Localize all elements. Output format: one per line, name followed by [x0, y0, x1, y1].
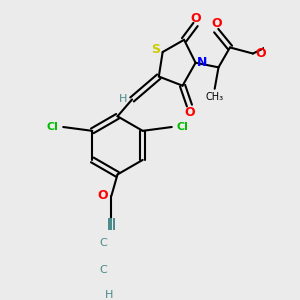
- Text: O: O: [211, 17, 221, 30]
- Text: H: H: [105, 290, 113, 300]
- Text: Cl: Cl: [176, 122, 188, 132]
- Text: H: H: [119, 94, 127, 104]
- Text: O: O: [190, 12, 201, 25]
- Text: CH₃: CH₃: [206, 92, 224, 102]
- Text: O: O: [255, 47, 266, 60]
- Text: C: C: [100, 238, 108, 248]
- Text: O: O: [98, 189, 108, 203]
- Text: N: N: [197, 56, 208, 69]
- Text: Cl: Cl: [46, 122, 58, 132]
- Text: O: O: [184, 106, 195, 119]
- Text: C: C: [100, 265, 108, 275]
- Text: S: S: [151, 43, 160, 56]
